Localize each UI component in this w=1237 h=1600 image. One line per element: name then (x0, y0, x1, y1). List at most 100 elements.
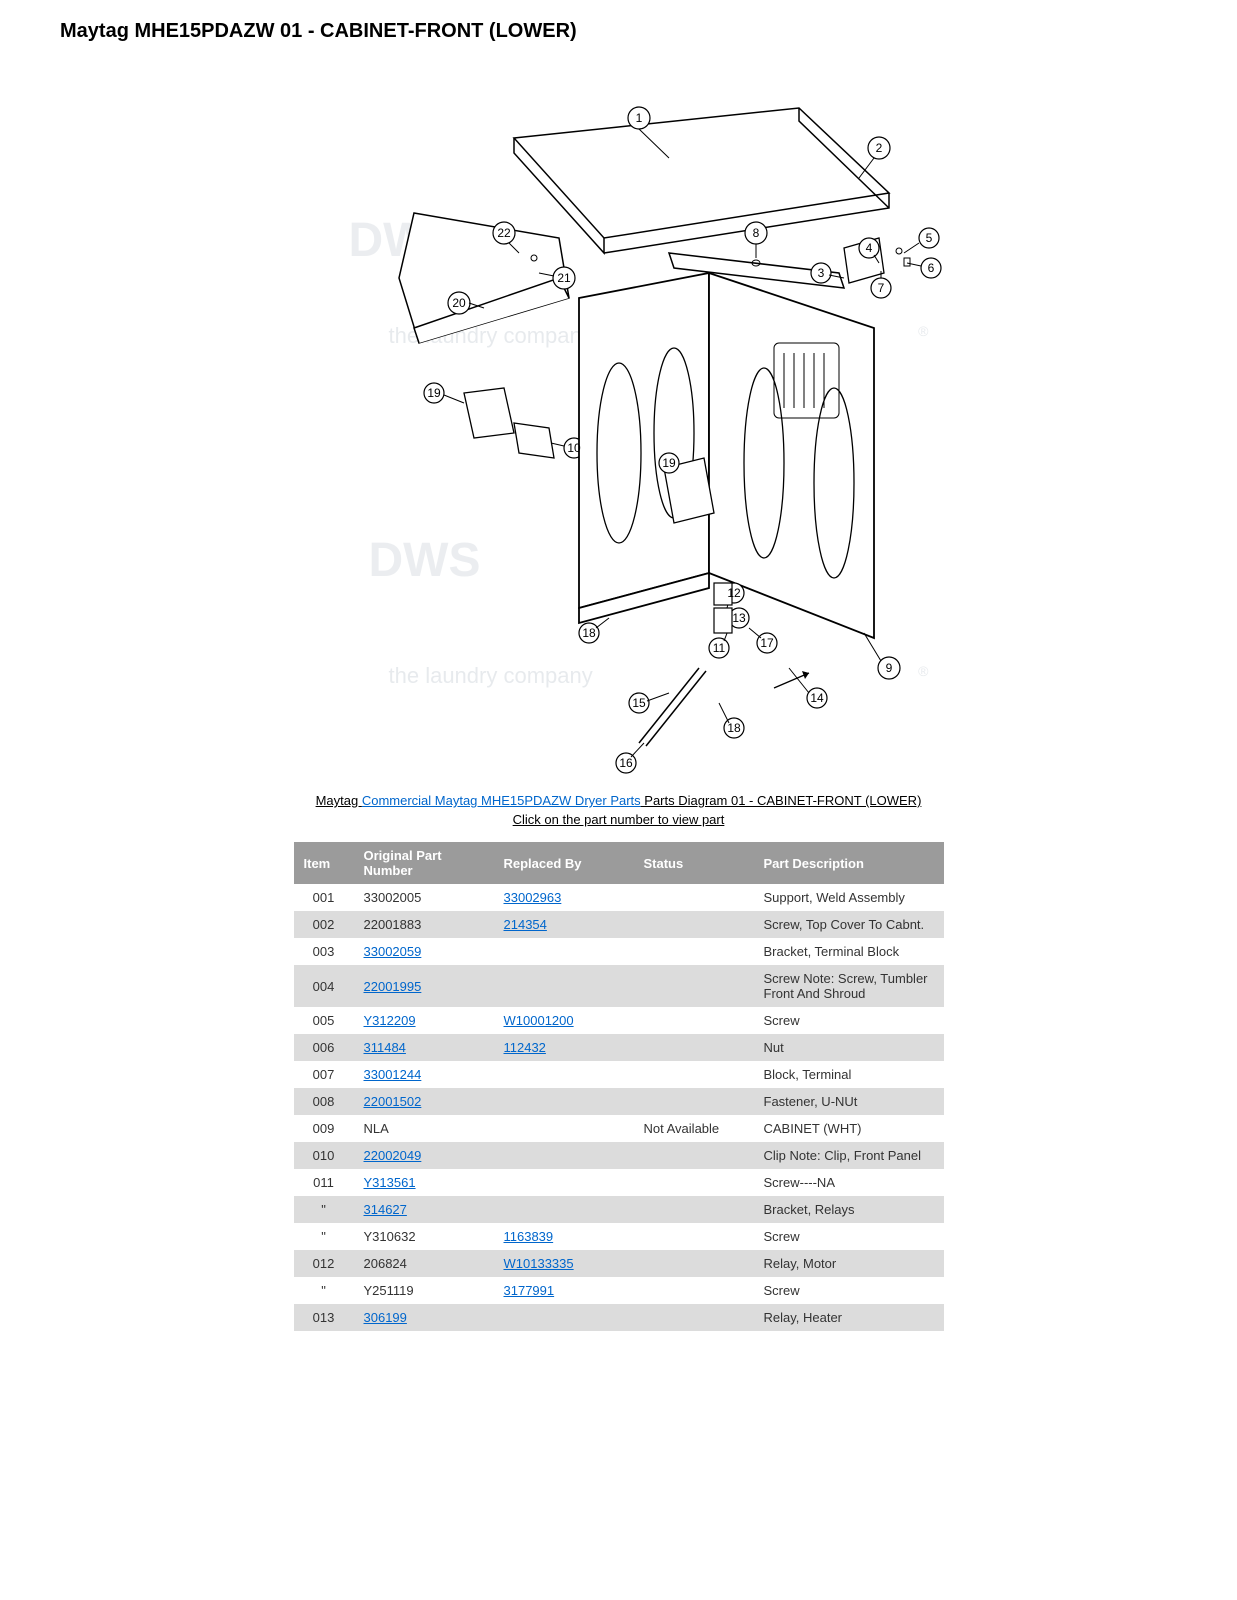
part-link[interactable]: 22001995 (364, 979, 422, 994)
cell-original-part: Y251119 (354, 1277, 494, 1304)
svg-text:7: 7 (877, 281, 884, 295)
table-row: 00333002059Bracket, Terminal Block (294, 938, 944, 965)
cell-item: 012 (294, 1250, 354, 1277)
breadcrumb-link[interactable]: Commercial Maytag MHE15PDAZW Dryer Parts (362, 793, 641, 808)
cell-status (634, 1196, 754, 1223)
part-link[interactable]: W10001200 (504, 1013, 574, 1028)
cell-description: Bracket, Terminal Block (754, 938, 944, 965)
col-header-item: Item (294, 842, 354, 884)
part-link[interactable]: 214354 (504, 917, 547, 932)
part-link[interactable]: 33002059 (364, 944, 422, 959)
cell-status (634, 965, 754, 1007)
cell-status (634, 1304, 754, 1331)
svg-text:13: 13 (732, 611, 746, 625)
col-header-replaced: Replaced By (494, 842, 634, 884)
cell-description: Screw (754, 1277, 944, 1304)
cell-original-part: 33002005 (354, 884, 494, 911)
cell-description: CABINET (WHT) (754, 1115, 944, 1142)
cell-replaced-by: 214354 (494, 911, 634, 938)
cell-description: Bracket, Relays (754, 1196, 944, 1223)
part-link[interactable]: W10133335 (504, 1256, 574, 1271)
svg-text:3: 3 (817, 266, 824, 280)
cell-original-part: 33001244 (354, 1061, 494, 1088)
svg-text:11: 11 (712, 641, 725, 655)
table-row: 011Y313561Screw----NA (294, 1169, 944, 1196)
svg-text:14: 14 (810, 691, 824, 705)
cell-description: Clip Note: Clip, Front Panel (754, 1142, 944, 1169)
cell-item: " (294, 1196, 354, 1223)
cell-item: 006 (294, 1034, 354, 1061)
page-title: Maytag MHE15PDAZW 01 - CABINET-FRONT (LO… (60, 20, 1177, 43)
part-link[interactable]: 22001502 (364, 1094, 422, 1109)
cell-original-part: 306199 (354, 1304, 494, 1331)
cell-description: Screw Note: Screw, Tumbler Front And Shr… (754, 965, 944, 1007)
cell-replaced-by (494, 1142, 634, 1169)
svg-text:8: 8 (752, 226, 759, 240)
table-row: 00733001244Block, Terminal (294, 1061, 944, 1088)
part-link[interactable]: 314627 (364, 1202, 407, 1217)
part-link[interactable]: 112432 (504, 1040, 546, 1055)
breadcrumb: Maytag Commercial Maytag MHE15PDAZW Drye… (60, 793, 1177, 808)
cell-replaced-by: W10133335 (494, 1250, 634, 1277)
col-header-original: Original Part Number (354, 842, 494, 884)
cell-original-part: 22001502 (354, 1088, 494, 1115)
parts-table: Item Original Part Number Replaced By St… (294, 842, 944, 1331)
cell-replaced-by: W10001200 (494, 1007, 634, 1034)
cell-description: Screw (754, 1223, 944, 1250)
cell-description: Fastener, U-NUt (754, 1088, 944, 1115)
part-link[interactable]: 306199 (364, 1310, 407, 1325)
cell-original-part: NLA (354, 1115, 494, 1142)
part-link[interactable]: 3177991 (504, 1283, 555, 1298)
part-link[interactable]: Y312209 (364, 1013, 416, 1028)
part-link[interactable]: Y313561 (364, 1175, 416, 1190)
svg-text:4: 4 (865, 241, 872, 255)
part-link[interactable]: 311484 (364, 1040, 406, 1055)
part-link[interactable]: 33002963 (504, 890, 562, 905)
cell-status (634, 1277, 754, 1304)
cell-replaced-by (494, 1196, 634, 1223)
cell-replaced-by (494, 1088, 634, 1115)
cell-original-part: 206824 (354, 1250, 494, 1277)
cell-original-part: 33002059 (354, 938, 494, 965)
svg-text:5: 5 (925, 231, 932, 245)
svg-text:1: 1 (635, 111, 642, 125)
part-link[interactable]: 1163839 (504, 1229, 554, 1244)
svg-text:9: 9 (885, 661, 892, 675)
cell-original-part: 22001883 (354, 911, 494, 938)
table-row: 01022002049Clip Note: Clip, Front Panel (294, 1142, 944, 1169)
cell-item: " (294, 1277, 354, 1304)
breadcrumb-suffix: Parts Diagram 01 - CABINET-FRONT (LOWER) (641, 793, 922, 808)
cell-status (634, 911, 754, 938)
part-link[interactable]: 33001244 (364, 1067, 422, 1082)
svg-text:20: 20 (452, 296, 466, 310)
svg-text:6: 6 (927, 261, 934, 275)
svg-text:22: 22 (497, 226, 511, 240)
svg-text:21: 21 (557, 271, 571, 285)
svg-text:19: 19 (427, 386, 441, 400)
cell-original-part: 314627 (354, 1196, 494, 1223)
cell-original-part: Y313561 (354, 1169, 494, 1196)
cell-status (634, 1250, 754, 1277)
cell-item: 011 (294, 1169, 354, 1196)
part-link[interactable]: 22002049 (364, 1148, 422, 1163)
cell-item: 009 (294, 1115, 354, 1142)
svg-text:10: 10 (567, 441, 581, 455)
col-header-description: Part Description (754, 842, 944, 884)
cell-replaced-by: 112432 (494, 1034, 634, 1061)
cell-description: Block, Terminal (754, 1061, 944, 1088)
table-row: 00822001502Fastener, U-NUt (294, 1088, 944, 1115)
table-row: 012206824 W10133335 Relay, Motor (294, 1250, 944, 1277)
svg-text:18: 18 (582, 626, 596, 640)
cell-description: Relay, Heater (754, 1304, 944, 1331)
cell-replaced-by (494, 1304, 634, 1331)
cell-original-part: 22001995 (354, 965, 494, 1007)
cell-original-part: Y310632 (354, 1223, 494, 1250)
cell-item: 013 (294, 1304, 354, 1331)
cell-description: Relay, Motor (754, 1250, 944, 1277)
cell-item: 005 (294, 1007, 354, 1034)
table-row: 013 306199 Relay, Heater (294, 1304, 944, 1331)
cell-status (634, 938, 754, 965)
cell-item: " (294, 1223, 354, 1250)
cell-status (634, 1223, 754, 1250)
cell-original-part: 311484 (354, 1034, 494, 1061)
